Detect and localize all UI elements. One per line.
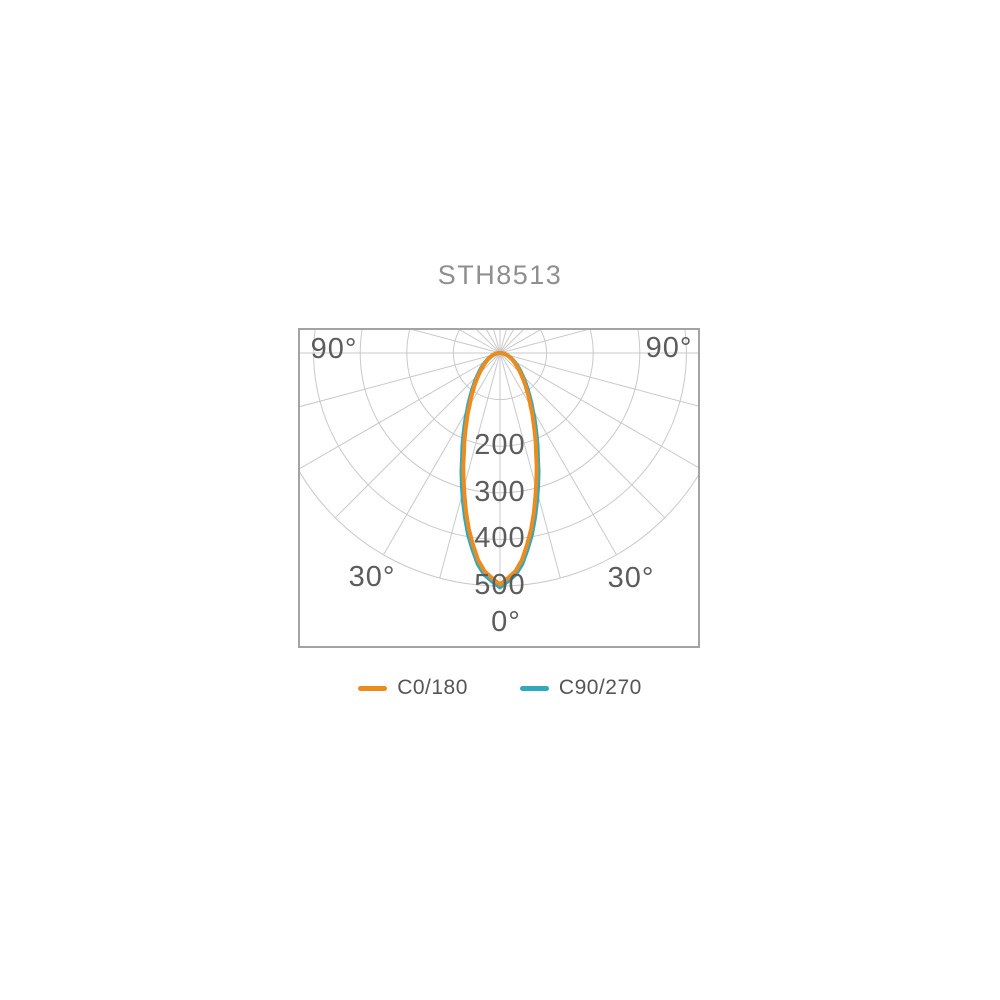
legend-swatch-c0-180-icon [358,685,388,691]
ring-label-300: 300 [474,476,525,508]
polar-chart-box: 90° 90° 30° 30° 0° 200 300 400 500 [298,328,700,648]
angle-label-90-right: 90° [646,332,693,364]
angle-label-90-left: 90° [311,333,358,365]
legend-label-c0-180: C0/180 [397,676,468,699]
angle-label-30-left: 30° [349,561,396,593]
legend: C0/180 C90/270 [0,676,1000,700]
axis-labels: 90° 90° 30° 30° 0° 200 300 400 500 [311,332,693,638]
photometric-curves [459,351,541,590]
legend-item-c0-180: C0/180 [358,676,468,700]
polar-chart-svg: 90° 90° 30° 30° 0° 200 300 400 500 [300,330,698,638]
ring-label-500: 500 [474,569,525,601]
legend-swatch-c90-270-icon [519,685,549,691]
legend-item-c90-270: C90/270 [519,676,642,700]
angle-label-30-right: 30° [608,562,655,594]
chart-title: STH8513 [437,260,563,290]
angle-label-0: 0° [491,606,521,638]
ring-label-400: 400 [474,522,525,554]
ring-label-200: 200 [474,429,525,461]
legend-label-c90-270: C90/270 [558,676,642,699]
